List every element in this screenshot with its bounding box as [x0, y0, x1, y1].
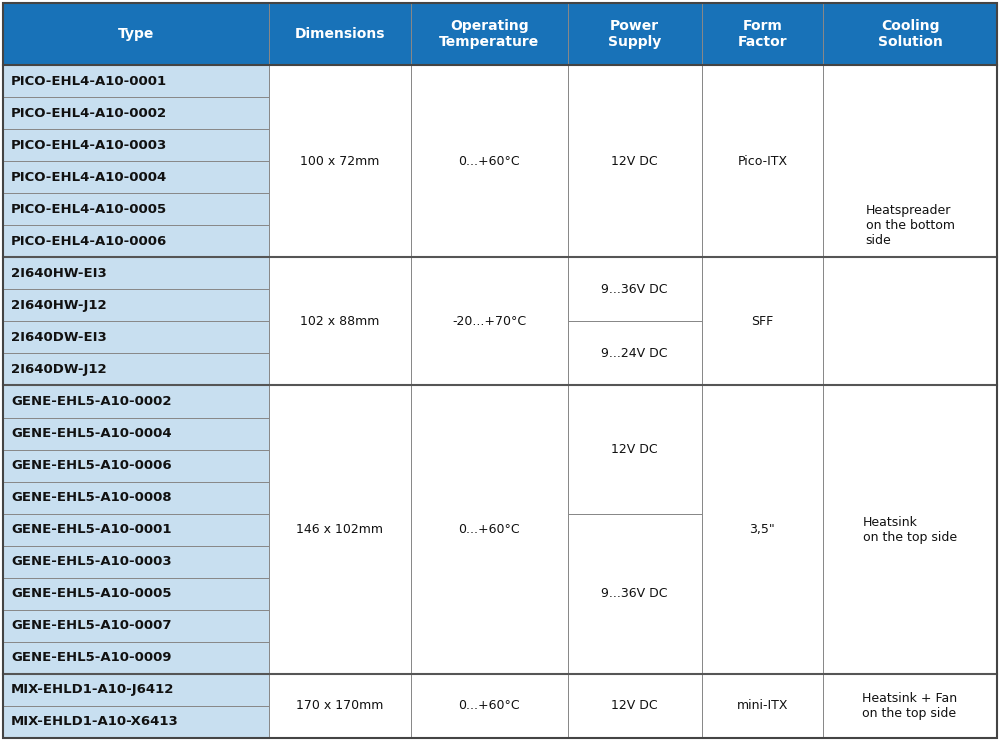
Bar: [568, 674, 702, 738]
Text: 9...36V DC: 9...36V DC: [601, 588, 668, 600]
Bar: [3, 129, 269, 161]
Bar: [568, 322, 702, 385]
Text: Power
Supply: Power Supply: [608, 19, 661, 49]
Text: GENE-EHL5-A10-0006: GENE-EHL5-A10-0006: [11, 459, 172, 472]
Bar: [702, 3, 823, 65]
Bar: [3, 610, 269, 642]
Bar: [568, 3, 702, 65]
Text: 12V DC: 12V DC: [611, 700, 658, 712]
Text: 0...+60°C: 0...+60°C: [458, 523, 520, 536]
Text: PICO-EHL4-A10-0001: PICO-EHL4-A10-0001: [11, 75, 167, 87]
Text: mini-ITX: mini-ITX: [737, 700, 788, 712]
Text: PICO-EHL4-A10-0006: PICO-EHL4-A10-0006: [11, 235, 167, 247]
Bar: [3, 193, 269, 225]
Text: GENE-EHL5-A10-0002: GENE-EHL5-A10-0002: [11, 395, 172, 408]
Text: Heatspreader
on the bottom
side: Heatspreader on the bottom side: [866, 204, 955, 247]
Bar: [411, 3, 568, 65]
Bar: [3, 417, 269, 450]
Text: Heatsink + Fan
on the top side: Heatsink + Fan on the top side: [862, 692, 958, 720]
Text: GENE-EHL5-A10-0001: GENE-EHL5-A10-0001: [11, 523, 172, 536]
Bar: [3, 225, 269, 257]
Bar: [3, 322, 269, 353]
Bar: [411, 65, 568, 257]
Bar: [269, 65, 411, 257]
Bar: [702, 257, 823, 385]
Bar: [3, 545, 269, 578]
Text: Dimensions: Dimensions: [295, 27, 385, 41]
Text: 100 x 72mm: 100 x 72mm: [300, 155, 380, 167]
Bar: [823, 385, 997, 674]
Bar: [3, 289, 269, 322]
Text: 3,5": 3,5": [750, 523, 775, 536]
Bar: [3, 706, 269, 738]
Bar: [3, 161, 269, 193]
Text: 2I640HW-EI3: 2I640HW-EI3: [11, 267, 107, 280]
Text: MIX-EHLD1-A10-X6413: MIX-EHLD1-A10-X6413: [11, 716, 179, 728]
Text: 2I640DW-J12: 2I640DW-J12: [11, 363, 107, 376]
Text: 9...36V DC: 9...36V DC: [601, 283, 668, 296]
Text: Type: Type: [118, 27, 154, 41]
Text: 12V DC: 12V DC: [611, 443, 658, 456]
Bar: [3, 257, 269, 289]
Text: 9...24V DC: 9...24V DC: [601, 347, 668, 360]
Text: -20...+70°C: -20...+70°C: [452, 315, 526, 328]
Text: PICO-EHL4-A10-0003: PICO-EHL4-A10-0003: [11, 139, 167, 152]
Bar: [3, 450, 269, 482]
Bar: [3, 482, 269, 514]
Bar: [269, 385, 411, 674]
Text: 12V DC: 12V DC: [611, 155, 658, 167]
Text: GENE-EHL5-A10-0003: GENE-EHL5-A10-0003: [11, 555, 172, 568]
Text: 0...+60°C: 0...+60°C: [458, 155, 520, 167]
Bar: [3, 3, 269, 65]
Text: GENE-EHL5-A10-0009: GENE-EHL5-A10-0009: [11, 651, 172, 665]
Text: Cooling
Solution: Cooling Solution: [878, 19, 942, 49]
Bar: [823, 3, 997, 65]
Bar: [568, 514, 702, 674]
Text: PICO-EHL4-A10-0002: PICO-EHL4-A10-0002: [11, 107, 167, 119]
Text: PICO-EHL4-A10-0005: PICO-EHL4-A10-0005: [11, 203, 167, 216]
Bar: [3, 514, 269, 545]
Bar: [823, 65, 997, 385]
Text: GENE-EHL5-A10-0005: GENE-EHL5-A10-0005: [11, 588, 172, 600]
Text: GENE-EHL5-A10-0007: GENE-EHL5-A10-0007: [11, 619, 172, 632]
Bar: [3, 385, 269, 417]
Bar: [3, 642, 269, 674]
Bar: [3, 674, 269, 706]
Text: MIX-EHLD1-A10-J6412: MIX-EHLD1-A10-J6412: [11, 683, 174, 697]
Text: 170 x 170mm: 170 x 170mm: [296, 700, 384, 712]
Text: 2I640DW-EI3: 2I640DW-EI3: [11, 331, 107, 344]
Text: Operating
Temperature: Operating Temperature: [439, 19, 539, 49]
Bar: [702, 674, 823, 738]
Bar: [568, 385, 702, 514]
Bar: [411, 674, 568, 738]
Bar: [702, 65, 823, 257]
Bar: [702, 385, 823, 674]
Text: GENE-EHL5-A10-0004: GENE-EHL5-A10-0004: [11, 427, 172, 440]
Text: 146 x 102mm: 146 x 102mm: [296, 523, 383, 536]
Bar: [269, 257, 411, 385]
Text: 2I640HW-J12: 2I640HW-J12: [11, 299, 107, 312]
Bar: [3, 353, 269, 385]
Text: Pico-ITX: Pico-ITX: [737, 155, 787, 167]
Bar: [568, 257, 702, 322]
Bar: [568, 65, 702, 257]
Text: SFF: SFF: [751, 315, 774, 328]
Text: 0...+60°C: 0...+60°C: [458, 700, 520, 712]
Bar: [269, 3, 411, 65]
Bar: [3, 578, 269, 610]
Bar: [3, 97, 269, 129]
Bar: [411, 257, 568, 385]
Bar: [823, 674, 997, 738]
Bar: [411, 385, 568, 674]
Text: 102 x 88mm: 102 x 88mm: [300, 315, 380, 328]
Text: Heatsink
on the top side: Heatsink on the top side: [863, 516, 957, 544]
Bar: [3, 65, 269, 97]
Text: Form
Factor: Form Factor: [738, 19, 787, 49]
Text: PICO-EHL4-A10-0004: PICO-EHL4-A10-0004: [11, 170, 167, 184]
Text: GENE-EHL5-A10-0008: GENE-EHL5-A10-0008: [11, 491, 172, 504]
Bar: [269, 674, 411, 738]
